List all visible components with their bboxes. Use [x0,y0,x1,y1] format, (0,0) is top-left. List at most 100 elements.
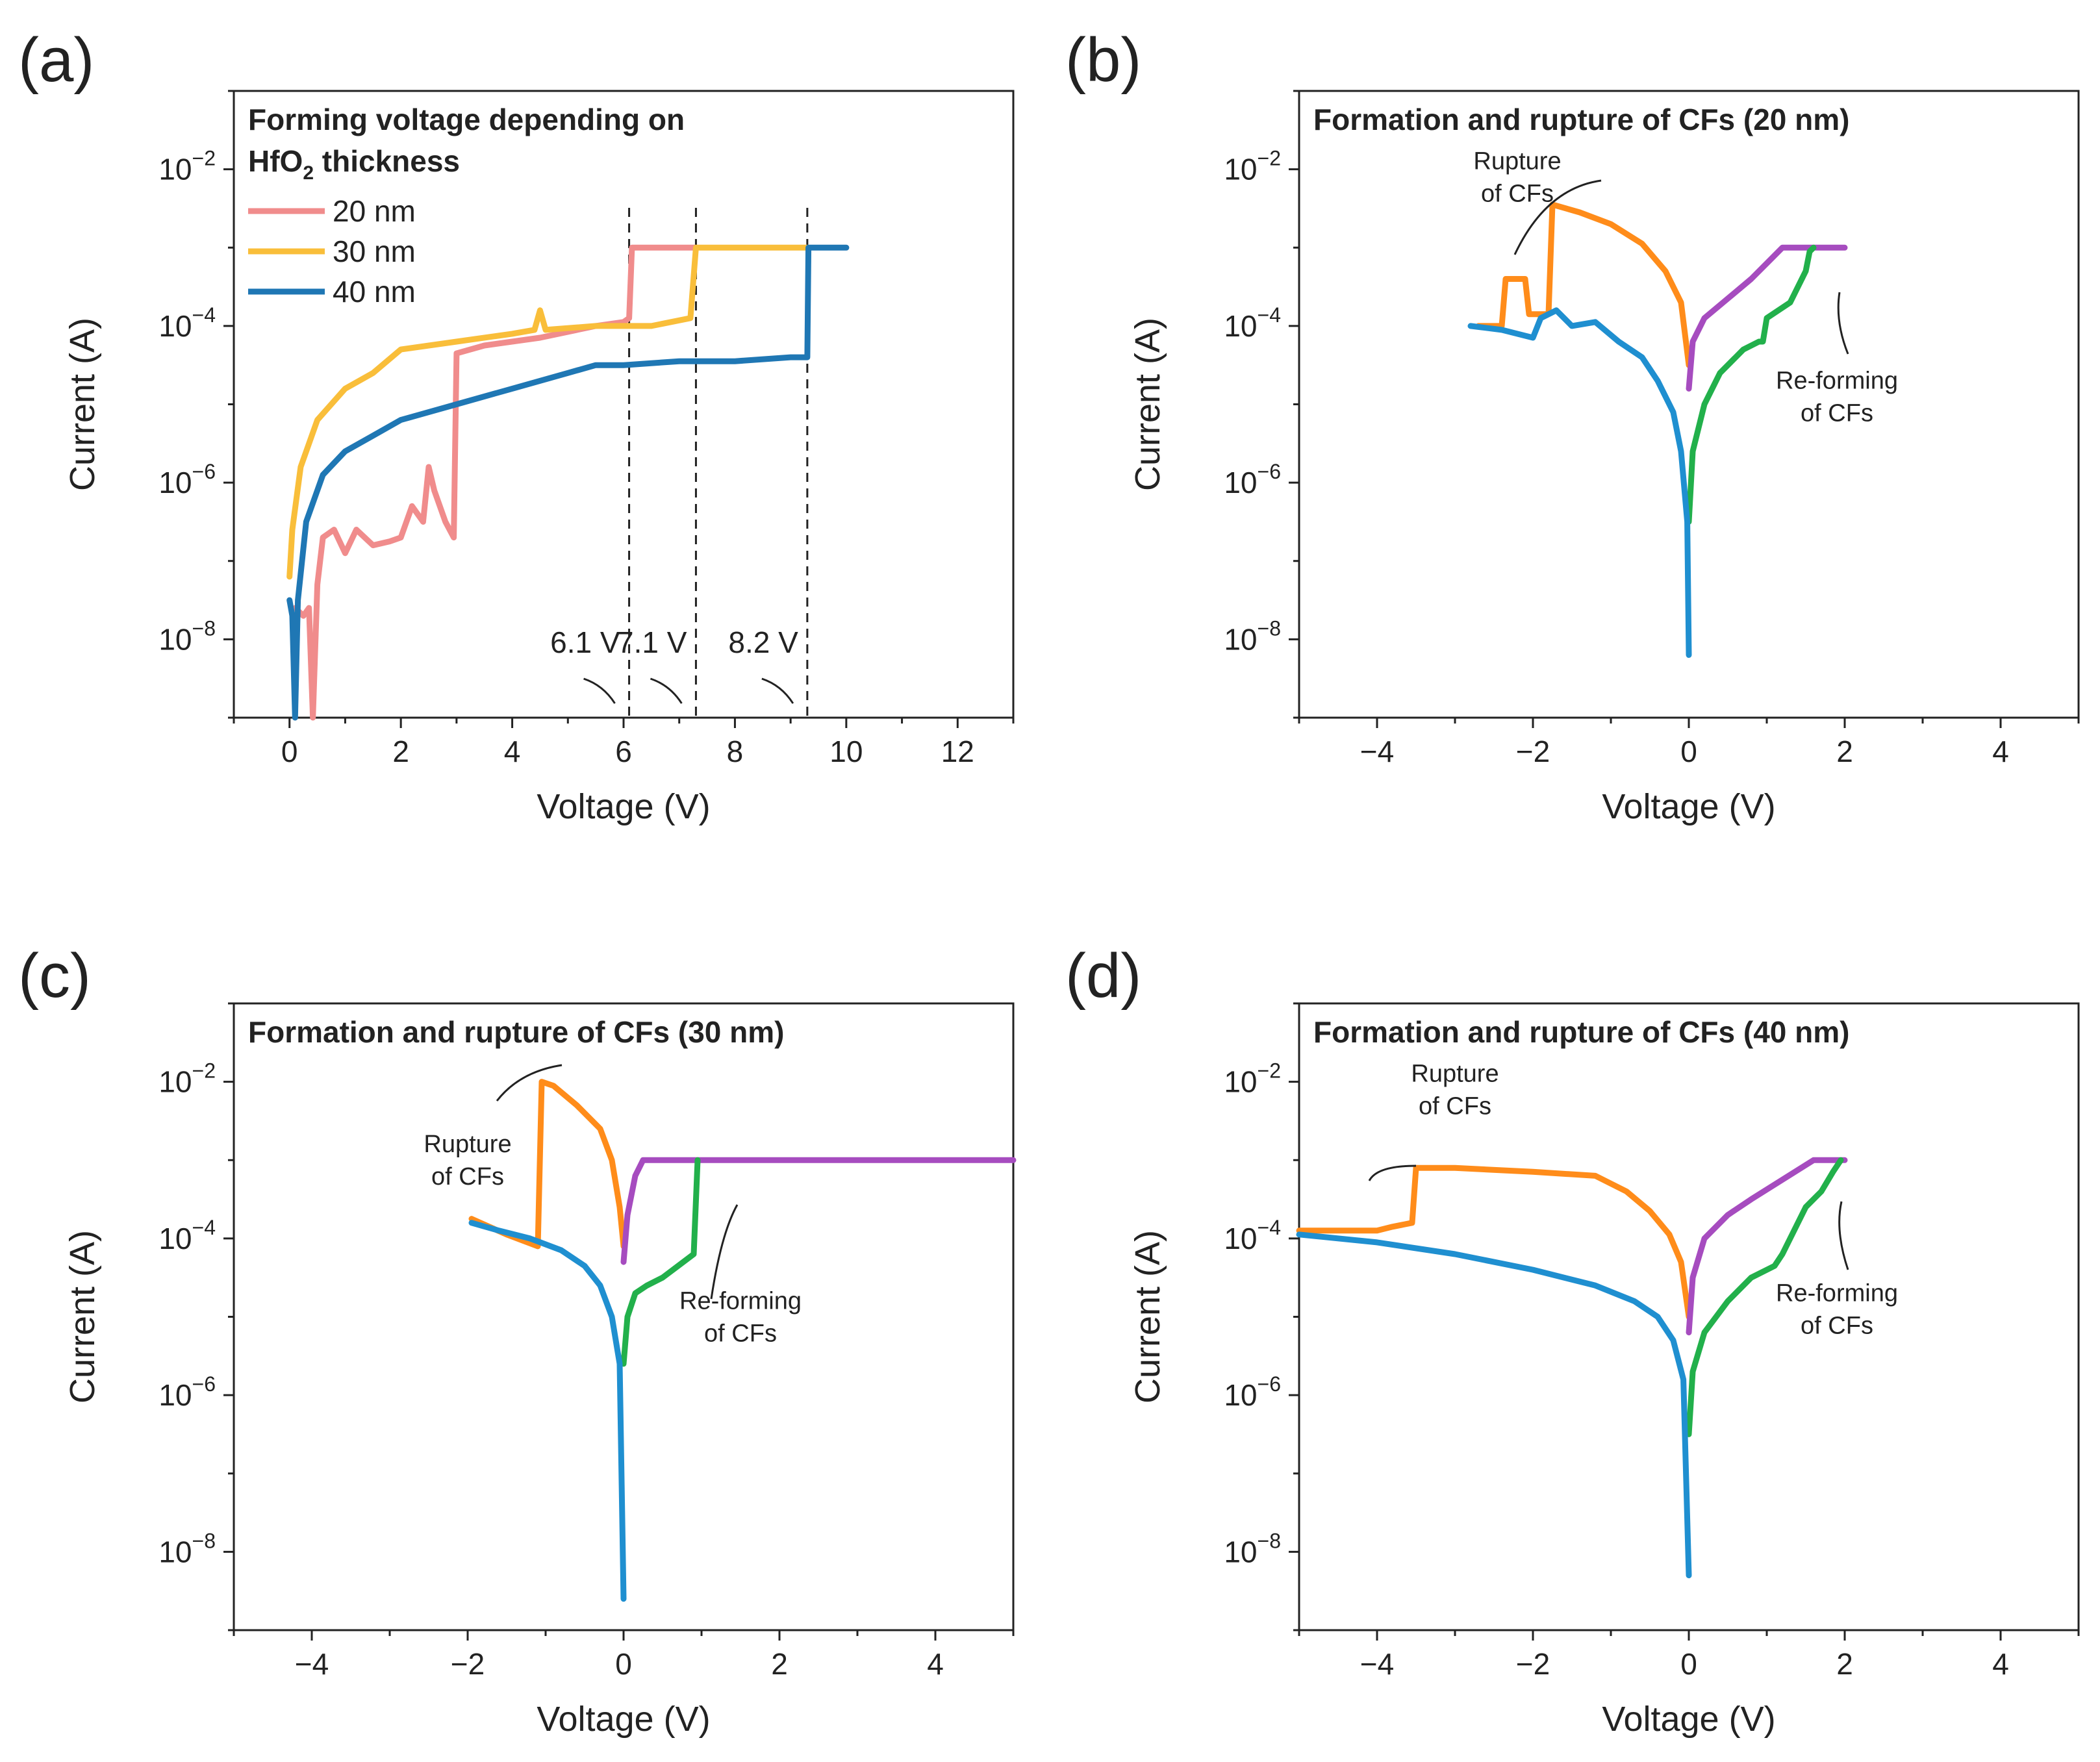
legend-label: 20 nm [333,194,416,228]
annotation-text: of CFs [1419,1093,1491,1120]
annotation-text: Rupture [1473,148,1561,175]
plot-frame [233,90,1015,719]
x-axis-label: Voltage (V) [537,787,710,826]
y-tick-label: 10−8 [158,616,216,656]
voltage-annotation: 6.1 V [550,625,620,659]
panel-letter: (a) [18,25,94,95]
x-tick-label: 4 [1992,735,2009,768]
annotation-arrow [650,677,683,704]
x-tick-label: −4 [295,1647,329,1681]
x-tick-label: 0 [615,1647,632,1681]
x-tick-label: −2 [1516,1647,1550,1681]
y-tick-label: 10−8 [1224,1529,1281,1568]
annotation-arrow [1838,1201,1849,1270]
annotation-text: of CFs [1481,181,1554,208]
x-tick-label: 0 [281,735,298,768]
x-tick-label: 2 [1836,735,1853,768]
x-tick-label: 0 [1680,1647,1697,1681]
annotation-arrow [710,1204,739,1300]
y-tick-label: 10−2 [158,147,216,186]
chart-title: Formation and rupture of CFs (40 nm) [1313,1015,1849,1049]
annotation-text: of CFs [1801,399,1873,427]
panel-letter: (d) [1065,941,1141,1011]
y-tick-label: 10−2 [1224,147,1281,186]
series-line-blue [1296,1231,1692,1579]
panel-letter: (c) [18,941,91,1011]
series-line-green [620,1157,701,1367]
annotation-arrow [1368,1164,1417,1181]
series-line-30-nm [286,244,811,580]
x-tick-label: −2 [1516,735,1550,768]
y-tick-label: 10−8 [158,1529,216,1568]
annotation-text: Re-forming [1776,367,1898,394]
x-tick-label: 2 [771,1647,788,1681]
panel-b: (b) −4 −2 0 2 4 10−8 10−6 10−4 10−2 Voltage (V) Cur… [1065,25,2080,826]
legend-label: 30 nm [333,234,416,268]
annotation-arrow [1513,179,1602,255]
annotation-text: Rupture [424,1131,511,1158]
y-tick-label: 10−4 [1224,303,1281,343]
x-tick-label: 0 [1680,735,1697,768]
x-tick-label: 6 [615,735,632,768]
series-line-purple [1686,244,1848,392]
annotation-text: Re-forming [1776,1279,1898,1307]
panel-c: (c) −4 −2 0 2 4 10−8 10−6 10−4 10−2 Voltage (V) Cur… [18,941,1017,1739]
y-tick-label: 10−2 [1224,1059,1281,1099]
x-tick-label: 2 [392,735,409,768]
chart-title-line1: Forming voltage depending on [248,103,685,136]
x-tick-label: 2 [1836,1647,1853,1681]
x-tick-label: 4 [1992,1647,2009,1681]
x-tick-label: 4 [927,1647,944,1681]
series-line-40-nm [286,244,850,721]
chart-title: Formation and rupture of CFs (30 nm) [248,1015,784,1049]
y-tick-label: 10−6 [158,1372,216,1412]
panel-d: (d) −4 −2 0 2 4 10−8 10−6 10−4 10−2 Voltage (V) Cur… [1065,941,2080,1739]
y-tick-label: 10−4 [158,303,216,343]
x-tick-label: 10 [829,735,863,768]
y-tick-label: 10−4 [158,1216,216,1255]
y-tick-label: 10−2 [158,1059,216,1099]
x-axis-label: Voltage (V) [537,1700,710,1739]
legend-label: 40 nm [333,275,416,308]
y-tick-label: 10−4 [1224,1216,1281,1255]
series-line-orange [1475,201,1692,368]
series-line-purple [620,1157,1017,1265]
annotation-text: of CFs [1801,1312,1873,1339]
series-line-blue [468,1220,627,1602]
y-tick-label: 10−6 [1224,1372,1281,1412]
annotation-arrow [583,677,616,704]
panel-a: (a) 0 2 4 6 8 10 12 10−8 10−6 10−4 10−2 Voltage (V) C… [18,25,1015,826]
annotation-text: Rupture [1411,1061,1499,1088]
chart-title-line2: HfO2 thickness [248,144,460,184]
annotation-text: of CFs [704,1320,777,1347]
series-line-orange [468,1079,627,1250]
annotation-text: of CFs [431,1163,504,1190]
y-axis-label: Current (A) [1128,318,1167,491]
panel-letter: (b) [1065,25,1141,95]
x-axis-label: Voltage (V) [1602,1700,1775,1739]
series-line-orange [1296,1164,1692,1320]
chart-title: Formation and rupture of CFs (20 nm) [1313,103,1849,136]
annotation-arrow [761,677,794,704]
x-tick-label: −4 [1360,1647,1394,1681]
y-axis-label: Current (A) [63,318,102,491]
x-tick-label: 12 [941,735,974,768]
y-tick-label: 10−8 [1224,616,1281,656]
voltage-annotation: 8.2 V [728,625,798,659]
x-tick-label: −2 [451,1647,485,1681]
series-line-blue [1467,307,1692,658]
annotation-arrow [1837,292,1849,355]
y-tick-label: 10−6 [158,460,216,499]
series-line-purple [1686,1157,1848,1336]
x-tick-label: 8 [727,735,744,768]
annotation-text: Re-forming [679,1287,802,1315]
x-axis-label: Voltage (V) [1602,787,1775,826]
y-axis-label: Current (A) [63,1230,102,1403]
series-line-green [1686,1157,1844,1437]
x-tick-label: 4 [504,735,521,768]
voltage-annotation: 7.1 V [617,625,687,659]
y-tick-label: 10−6 [1224,460,1281,499]
series-line-green [1686,244,1817,525]
annotation-arrow [496,1064,563,1101]
